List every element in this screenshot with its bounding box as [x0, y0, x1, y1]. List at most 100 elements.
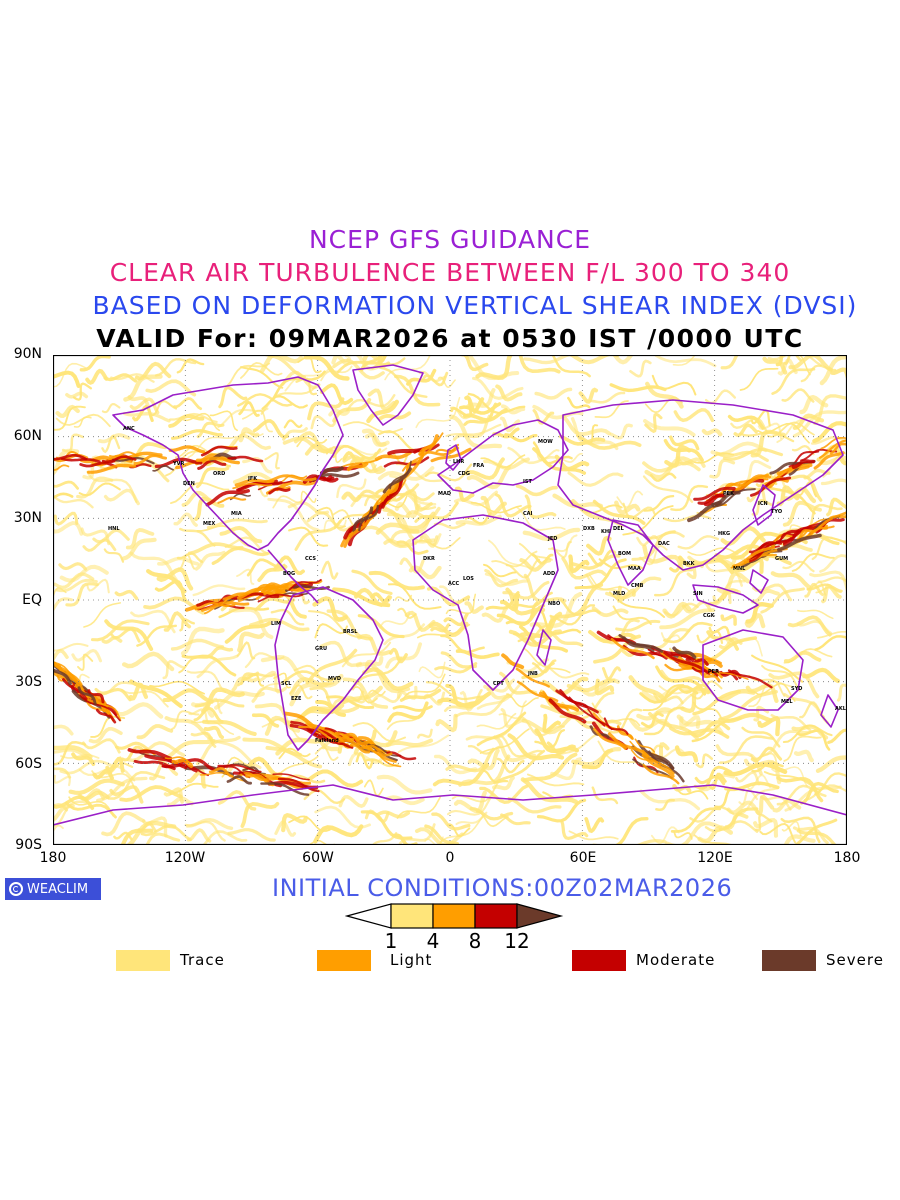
- turbulence-streak: [53, 774, 71, 787]
- turbulence-streak: [663, 438, 704, 462]
- turbulence-streak: [546, 741, 576, 755]
- station-label: SIN: [693, 591, 703, 597]
- turbulence-streak: [782, 500, 822, 527]
- turbulence-streak: [653, 568, 694, 597]
- turbulence-streak: [125, 528, 155, 550]
- turbulence-streak: [800, 364, 837, 383]
- turbulence-streak: [136, 724, 174, 740]
- turbulence-streak: [127, 748, 173, 761]
- turbulence-streak: [720, 614, 737, 626]
- turbulence-streak: [129, 397, 160, 415]
- turbulence-streak: [749, 476, 792, 497]
- turbulence-streak: [751, 498, 773, 517]
- turbulence-streak: [675, 456, 706, 468]
- colorbar-low-arrow: [345, 903, 392, 929]
- turbulence-streak: [171, 758, 194, 768]
- turbulence-streak: [485, 591, 520, 611]
- turbulence-streak: [830, 367, 847, 381]
- turbulence-streak: [437, 691, 492, 709]
- turbulence-streak: [261, 582, 289, 593]
- turbulence-streak: [287, 501, 330, 515]
- turbulence-streak: [549, 630, 584, 647]
- turbulence-streak: [616, 490, 644, 509]
- turbulence-streak: [622, 502, 656, 519]
- turbulence-streak: [642, 475, 694, 503]
- station-label: BOM: [618, 551, 631, 557]
- turbulence-streak: [352, 722, 406, 743]
- turbulence-streak: [203, 725, 225, 740]
- turbulence-streak: [351, 656, 403, 691]
- turbulence-streak: [590, 391, 626, 404]
- turbulence-streak: [836, 683, 847, 702]
- turbulence-streak: [507, 446, 556, 465]
- turbulence-streak: [505, 587, 546, 616]
- turbulence-streak: [507, 796, 562, 814]
- turbulence-streak: [466, 465, 511, 490]
- turbulence-streak: [271, 370, 326, 402]
- turbulence-streak: [777, 357, 798, 376]
- turbulence-streak: [642, 461, 701, 473]
- turbulence-streak: [415, 397, 461, 429]
- turbulence-streak: [534, 387, 573, 400]
- turbulence-streak: [306, 511, 354, 532]
- turbulence-streak: [180, 626, 225, 656]
- colorbar-tick-8: 8: [468, 929, 482, 953]
- turbulence-streak: [608, 591, 666, 618]
- turbulence-streak: [693, 765, 733, 790]
- turbulence-map[interactable]: ANC YVR DEN ORD JFK MIA HNL MEX BOG LIM GRU EZE SCL M…: [53, 355, 847, 845]
- turbulence-streak: [781, 820, 802, 837]
- turbulence-streak: [237, 393, 293, 407]
- station-label: CAI: [523, 511, 533, 517]
- turbulence-streak: [507, 733, 565, 761]
- turbulence-streak: [226, 775, 252, 785]
- turbulence-streak: [761, 664, 801, 692]
- turbulence-streak: [273, 672, 291, 689]
- legend-label-moderate: Moderate: [636, 951, 716, 969]
- turbulence-streak: [77, 686, 97, 706]
- initial-conditions: INITIAL CONDITIONS:00Z02MAR2026: [272, 874, 733, 902]
- turbulence-streak: [169, 412, 218, 423]
- turbulence-streak: [68, 778, 125, 795]
- turbulence-streak: [581, 748, 614, 770]
- turbulence-streak: [179, 527, 216, 547]
- turbulence-streak: [232, 482, 273, 490]
- turbulence-streak: [524, 494, 557, 519]
- turbulence-streak: [587, 549, 617, 567]
- turbulence-streak: [406, 368, 437, 386]
- station-label: MEX: [203, 521, 215, 527]
- turbulence-streak: [504, 433, 538, 443]
- turbulence-streak: [715, 450, 769, 462]
- turbulence-streak: [663, 621, 713, 644]
- turbulence-streak: [799, 701, 825, 719]
- turbulence-streak: [101, 811, 146, 837]
- turbulence-streak: [653, 692, 684, 705]
- turbulence-streak: [260, 355, 304, 373]
- turbulence-streak: [319, 466, 344, 476]
- turbulence-streak: [336, 478, 367, 499]
- turbulence-streak: [792, 818, 838, 845]
- turbulence-streak: [366, 399, 400, 424]
- turbulence-streak: [402, 673, 446, 701]
- turbulence-streak: [806, 583, 843, 593]
- turbulence-streak: [804, 582, 824, 598]
- turbulence-streak: [639, 789, 701, 811]
- turbulence-streak: [622, 505, 674, 536]
- turbulence-streak: [88, 726, 123, 744]
- turbulence-streak: [479, 784, 529, 804]
- turbulence-streak: [296, 436, 328, 448]
- turbulence-streak: [757, 716, 781, 737]
- turbulence-streak: [541, 676, 589, 696]
- turbulence-streak: [499, 671, 538, 695]
- turbulence-streak: [149, 400, 178, 417]
- turbulence-streak: [772, 798, 802, 813]
- turbulence-streak: [265, 745, 323, 769]
- station-label: MEL: [781, 699, 793, 705]
- turbulence-streak: [649, 472, 677, 482]
- turbulence-streak: [759, 822, 796, 844]
- turbulence-streak: [481, 606, 509, 623]
- turbulence-streak: [820, 437, 847, 450]
- turbulence-streak: [376, 774, 433, 795]
- turbulence-streak: [58, 562, 88, 571]
- station-label: CGK: [703, 613, 716, 619]
- turbulence-streak: [68, 796, 115, 817]
